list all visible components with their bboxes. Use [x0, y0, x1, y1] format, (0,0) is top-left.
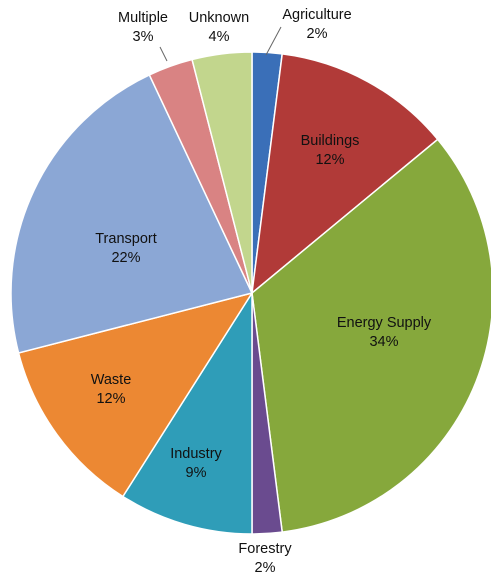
slice-label-forestry: Forestry 2%: [238, 541, 292, 576]
slice-label-name: Agriculture: [282, 7, 351, 23]
slice-label-multiple: Multiple 3%: [118, 10, 168, 45]
slice-label-percent: 9%: [186, 465, 207, 481]
slice-label-name: Forestry: [238, 541, 292, 557]
pie-slice-unknown: [191, 51, 253, 294]
slice-label-industry: Industry 9%: [170, 446, 222, 481]
slice-label-name: Multiple: [118, 10, 168, 26]
slice-label-buildings: Buildings 12%: [301, 133, 360, 168]
leader-line-agriculture: [265, 26, 282, 56]
slice-label-percent: 12%: [315, 152, 344, 168]
pie-slice-energy-supply: [251, 138, 491, 533]
slice-label-transport: Transport 22%: [95, 231, 157, 266]
slice-label-percent: 12%: [96, 391, 125, 407]
pie-slices: [10, 51, 491, 535]
pie-slice-transport: [10, 73, 254, 354]
slice-label-percent: 3%: [133, 29, 154, 45]
slice-label-percent: 2%: [255, 560, 276, 576]
slice-label-name: Industry: [170, 446, 222, 462]
leader-line-multiple: [159, 46, 168, 62]
slice-label-percent: 4%: [209, 29, 230, 45]
leader-lines: [159, 26, 282, 62]
pie-slice-industry: [121, 290, 253, 535]
slice-label-name: Unknown: [189, 10, 249, 26]
slice-label-unknown: Unknown 4%: [189, 10, 249, 45]
slice-label-name: Transport: [95, 231, 157, 247]
slice-label-energy-supply: Energy Supply 34%: [337, 315, 432, 350]
slice-label-name: Energy Supply: [337, 315, 432, 331]
pie-slice-waste: [17, 291, 254, 498]
slice-label-name: Buildings: [301, 133, 360, 149]
slice-label-agriculture: Agriculture 2%: [282, 7, 351, 42]
slice-label-name: Waste: [91, 372, 132, 388]
slice-label-percent: 22%: [111, 250, 140, 266]
pie-slice-buildings: [251, 53, 439, 295]
slice-label-percent: 34%: [369, 334, 398, 350]
slice-label-percent: 2%: [307, 26, 328, 42]
slice-label-waste: Waste 12%: [91, 372, 132, 407]
slice-labels: Agriculture 2% Buildings 12% Energy Supply 34…: [91, 7, 432, 576]
